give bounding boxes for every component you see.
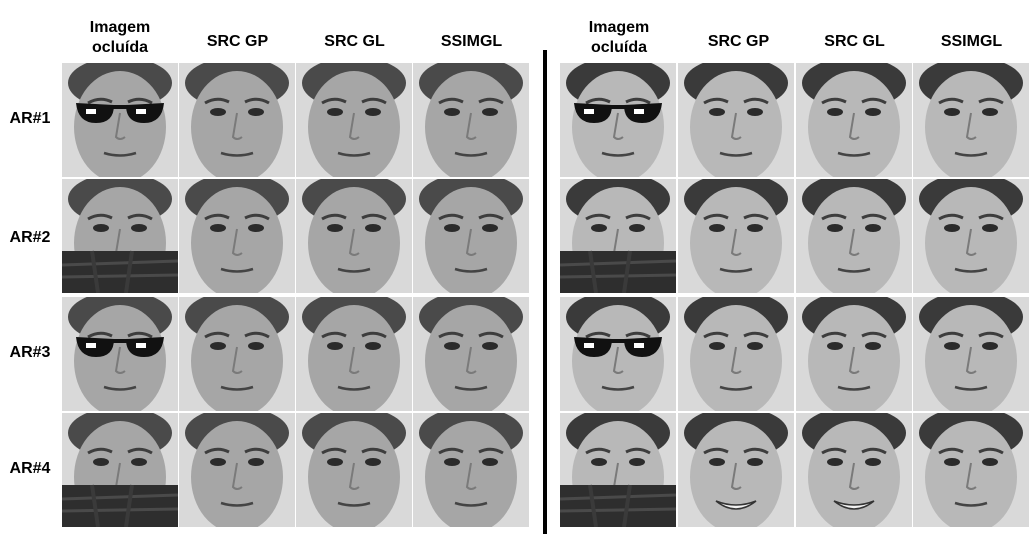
face-image-left-r1-occluded	[62, 63, 178, 177]
header-ssimgl-right: SSIMGL	[940, 33, 1003, 50]
face-image-left-r2-ssimgl	[413, 179, 529, 293]
face-image-right-r3-ssimgl	[913, 297, 1029, 411]
face-image-right-r2-occluded	[560, 179, 676, 293]
face-image-right-r3-occluded	[560, 297, 676, 411]
face-image-left-r4-src-gp	[179, 413, 295, 527]
face-image-left-r3-src-gp	[179, 297, 295, 411]
face-image-left-r1-src-gp	[179, 63, 295, 177]
header-src-gl-left: SRC GL	[324, 33, 385, 50]
group-divider	[543, 50, 547, 534]
face-image-right-r1-src-gl	[796, 63, 912, 177]
header-occluded-right: Imagem ocluída	[588, 19, 650, 56]
header-occluded-left: Imagem ocluída	[89, 19, 151, 56]
face-image-right-r1-src-gp	[678, 63, 794, 177]
face-image-left-r1-ssimgl	[413, 63, 529, 177]
face-image-left-r3-ssimgl	[413, 297, 529, 411]
row-label-ar1: AR#1	[9, 110, 51, 127]
face-image-right-r4-src-gp	[678, 413, 794, 527]
face-image-right-r4-occluded	[560, 413, 676, 527]
face-image-right-r2-ssimgl	[913, 179, 1029, 293]
face-image-left-r1-src-gl	[296, 63, 412, 177]
face-image-left-r3-occluded	[62, 297, 178, 411]
face-image-right-r3-src-gl	[796, 297, 912, 411]
header-src-gp-left: SRC GP	[206, 33, 269, 50]
face-image-right-r2-src-gp	[678, 179, 794, 293]
face-image-right-r4-src-gl	[796, 413, 912, 527]
face-image-right-r1-ssimgl	[913, 63, 1029, 177]
header-ssimgl-left: SSIMGL	[440, 33, 503, 50]
header-src-gl-right: SRC GL	[824, 33, 885, 50]
face-image-right-r3-src-gp	[678, 297, 794, 411]
face-image-left-r4-occluded	[62, 413, 178, 527]
row-label-ar3: AR#3	[9, 344, 51, 361]
row-label-ar4: AR#4	[9, 460, 51, 477]
face-image-right-r1-occluded	[560, 63, 676, 177]
row-label-ar2: AR#2	[9, 229, 51, 246]
face-image-left-r4-src-gl	[296, 413, 412, 527]
face-image-left-r3-src-gl	[296, 297, 412, 411]
header-src-gp-right: SRC GP	[707, 33, 770, 50]
face-image-left-r2-occluded	[62, 179, 178, 293]
face-image-right-r2-src-gl	[796, 179, 912, 293]
face-image-left-r4-ssimgl	[413, 413, 529, 527]
face-image-left-r2-src-gl	[296, 179, 412, 293]
face-image-left-r2-src-gp	[179, 179, 295, 293]
face-image-right-r4-ssimgl	[913, 413, 1029, 527]
